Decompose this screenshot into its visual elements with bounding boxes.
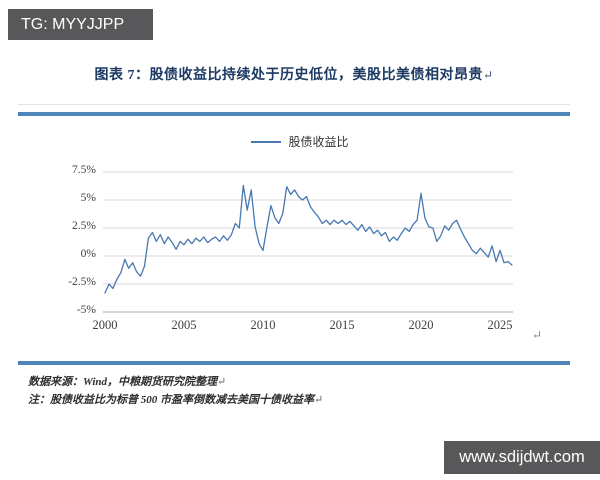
- x-axis-tick-label: 2015: [329, 318, 355, 332]
- legend-series-label: 股债收益比: [288, 135, 349, 149]
- paragraph-mark-icon: ↵: [482, 68, 494, 82]
- x-axis-tick-label: 2000: [92, 318, 118, 332]
- paragraph-mark-icon: ↵: [532, 328, 543, 342]
- legend-line-swatch: [251, 140, 282, 143]
- y-axis-tick-label: 0%: [80, 248, 96, 260]
- chart-footnotes: 数据来源：Wind，中粮期货研究院整理↵ 注：股债收益比为标普 500 市盈率倒…: [28, 373, 323, 409]
- figure-title-text: 图表 7：股债收益比持续处于历史低位，美股比美债相对昂贵: [94, 68, 483, 83]
- y-axis-tick-label: -2.5%: [68, 276, 96, 288]
- chart-legend: 股债收益比: [0, 133, 600, 150]
- watermark-badge-text: www.sdijdwt.com: [459, 448, 585, 466]
- series-line: [104, 184, 513, 294]
- y-axis-tick-label: 7.5%: [72, 164, 96, 176]
- y-axis-tick-label: 2.5%: [72, 220, 96, 232]
- section-rule-top: [18, 112, 570, 116]
- y-axis-tick-label: 5%: [80, 192, 96, 204]
- x-axis-tick-label: 2025: [487, 318, 513, 332]
- x-axis-tick-label: 2010: [250, 318, 276, 332]
- y-axis-tick-label: -5%: [76, 304, 96, 316]
- x-axis-tick-label: 2020: [408, 318, 434, 332]
- figure-title: 图表 7：股债收益比持续处于历史低位，美股比美债相对昂贵↵: [18, 64, 570, 84]
- watermark-badge: www.sdijdwt.com: [444, 441, 600, 474]
- section-rule-bottom: [18, 361, 570, 365]
- table-border-line: [18, 104, 570, 105]
- paragraph-mark-icon: ↵: [217, 376, 227, 388]
- paragraph-mark-icon: ↵: [314, 394, 324, 406]
- source-note: 数据来源：Wind，中粮期货研究院整理↵: [28, 376, 227, 388]
- telegram-badge: TG: MYYJJPP: [8, 9, 153, 40]
- telegram-badge-text: TG: MYYJJPP: [21, 15, 125, 33]
- method-note: 注：股债收益比为标普 500 市盈率倒数减去美国十债收益率↵: [28, 394, 324, 406]
- x-axis-tick-label: 2005: [171, 318, 197, 332]
